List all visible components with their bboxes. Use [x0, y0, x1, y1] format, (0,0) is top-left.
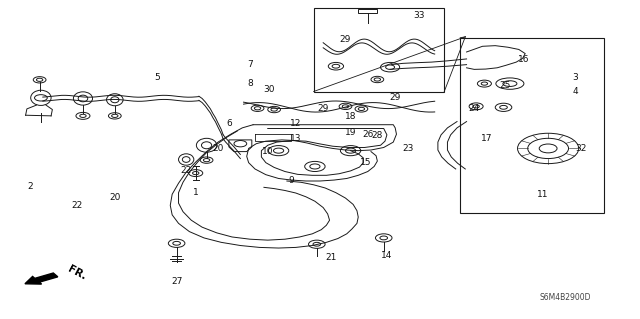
Text: 25: 25	[499, 81, 511, 90]
Text: 21: 21	[326, 253, 337, 262]
Text: 22: 22	[180, 166, 192, 175]
Text: 32: 32	[575, 144, 587, 153]
Text: 26: 26	[362, 130, 374, 139]
Text: 16: 16	[518, 56, 530, 64]
Text: 13: 13	[290, 134, 301, 144]
FancyArrow shape	[25, 273, 58, 284]
Text: 5: 5	[155, 73, 161, 82]
Text: 3: 3	[572, 73, 578, 82]
Text: 2: 2	[28, 182, 33, 191]
Text: 18: 18	[345, 112, 356, 121]
Text: 27: 27	[171, 277, 182, 286]
Text: 22: 22	[71, 201, 82, 210]
Text: 30: 30	[263, 85, 275, 94]
Text: 17: 17	[481, 134, 493, 144]
Text: 12: 12	[290, 119, 301, 128]
Text: 24: 24	[468, 104, 480, 113]
Text: FR.: FR.	[67, 264, 88, 282]
Text: S6M4B2900D: S6M4B2900D	[540, 293, 591, 301]
Text: 20: 20	[212, 144, 224, 153]
Text: 23: 23	[403, 144, 413, 153]
Text: 29: 29	[390, 93, 401, 102]
Text: 33: 33	[413, 11, 424, 20]
Text: 20: 20	[109, 193, 120, 202]
Bar	[314, 8, 444, 92]
Text: 19: 19	[345, 128, 356, 137]
Text: 4: 4	[572, 87, 578, 96]
Text: 8: 8	[247, 79, 253, 88]
Text: 6: 6	[227, 119, 232, 128]
Text: 10: 10	[262, 147, 273, 156]
Text: 28: 28	[372, 131, 383, 140]
Text: 29: 29	[317, 104, 329, 113]
Text: 29: 29	[340, 35, 351, 44]
Text: 9: 9	[289, 175, 294, 185]
Text: 1: 1	[193, 188, 198, 197]
Text: 15: 15	[360, 158, 372, 167]
Text: 11: 11	[537, 190, 548, 199]
Text: 14: 14	[381, 251, 392, 260]
Bar	[460, 38, 604, 213]
Text: 7: 7	[247, 60, 253, 69]
